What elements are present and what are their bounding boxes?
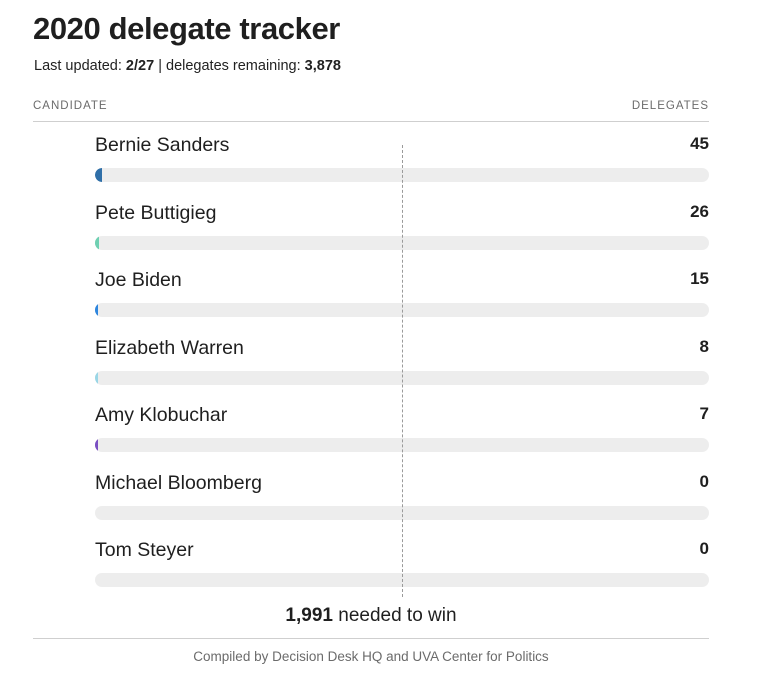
candidate-row: Bernie Sanders 45 <box>33 130 709 198</box>
candidate-row: Pete Buttigieg 26 <box>33 198 709 266</box>
delegate-count: 45 <box>690 134 709 153</box>
candidate-name: Joe Biden <box>95 269 182 291</box>
delegate-bar-track <box>95 303 709 317</box>
delegate-bar <box>95 235 99 250</box>
candidate-row: Michael Bloomberg 0 <box>33 468 709 536</box>
delegate-tracker: 2020 delegate tracker Last updated: 2/27… <box>33 0 709 684</box>
delegate-count: 8 <box>699 336 709 356</box>
delegate-bar <box>95 438 98 452</box>
delegate-count: 0 <box>699 471 709 491</box>
candidate-avatar <box>33 269 83 319</box>
candidate-avatar <box>33 539 83 589</box>
delegate-bar <box>95 303 98 317</box>
candidate-name: Bernie Sanders <box>95 134 230 156</box>
needed-label: needed to win <box>338 605 457 626</box>
candidate-avatar <box>33 134 83 184</box>
candidate-column-header: CANDIDATE <box>33 100 108 112</box>
remaining-value: 3,878 <box>304 58 341 74</box>
delegate-count: 7 <box>699 404 709 423</box>
delegate-bar <box>95 168 102 182</box>
needed-value: 1,991 <box>285 605 333 626</box>
needed-to-win: 1,991 needed to win <box>33 605 709 627</box>
delegate-count: 15 <box>690 269 709 288</box>
candidate-name: Tom Steyer <box>95 539 194 561</box>
last-updated-value: 2/27 <box>125 58 155 74</box>
separator: | <box>158 58 162 74</box>
candidate-avatar <box>33 472 83 522</box>
page-title: 2020 delegate tracker <box>33 11 340 46</box>
delegate-bar <box>95 370 98 385</box>
delegate-bar-track <box>95 505 709 520</box>
candidate-row: Tom Steyer 0 <box>33 535 709 603</box>
delegates-column-header: DELEGATES <box>631 100 709 112</box>
candidate-name: Pete Buttigieg <box>95 201 217 224</box>
delegate-bar-track <box>95 573 709 587</box>
delegate-bar-track <box>95 235 709 250</box>
update-line: Last updated: 2/27 | delegates remaining… <box>34 58 341 74</box>
delegate-bar-track <box>95 438 709 452</box>
remaining-label: delegates remaining: <box>166 58 301 74</box>
candidate-name: Elizabeth Warren <box>95 336 244 359</box>
candidate-row: Joe Biden 15 <box>33 265 709 333</box>
delegate-count: 0 <box>699 539 709 558</box>
needed-to-win-line <box>402 145 404 597</box>
header-divider <box>33 121 709 122</box>
candidate-avatar <box>33 337 83 387</box>
candidate-row: Elizabeth Warren 8 <box>33 333 709 401</box>
candidate-name: Amy Klobuchar <box>95 404 228 426</box>
candidate-row: Amy Klobuchar 7 <box>33 400 709 468</box>
delegate-count: 26 <box>690 201 709 221</box>
last-updated-label: Last updated: <box>34 58 122 74</box>
candidate-avatar <box>33 404 83 454</box>
candidate-avatar <box>33 202 83 252</box>
delegate-bar-track <box>95 168 709 182</box>
footer-divider <box>33 638 709 639</box>
delegate-bar-track <box>95 370 709 385</box>
source-credit: Compiled by Decision Desk HQ and UVA Cen… <box>193 649 549 664</box>
candidate-name: Michael Bloomberg <box>95 471 262 494</box>
